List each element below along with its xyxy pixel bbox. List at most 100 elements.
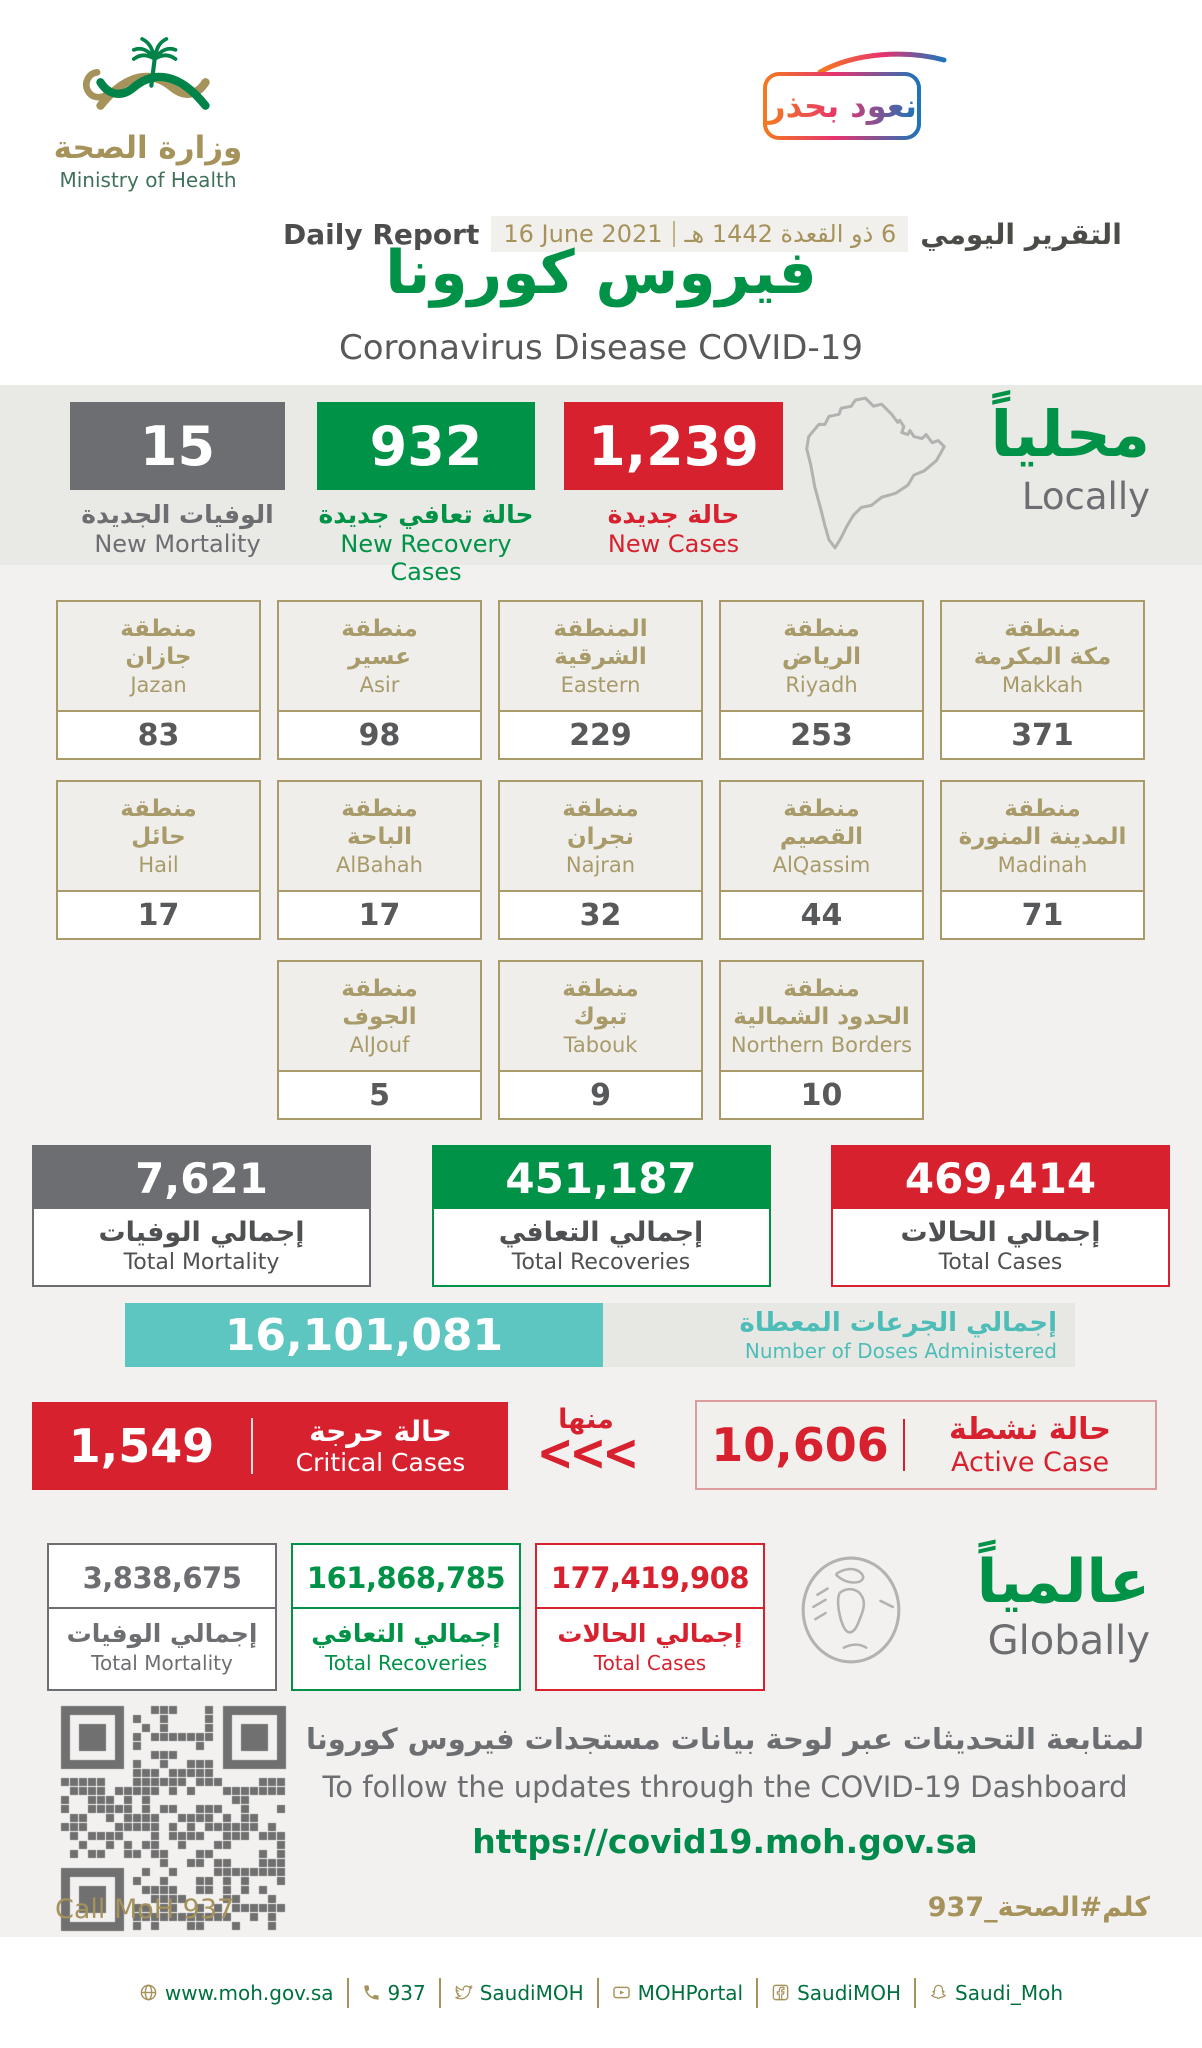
divider (537, 1607, 763, 1609)
new-recoveries-value: 932 (317, 402, 535, 490)
call-moh-label-en: Call MoH 937 (55, 1894, 235, 1925)
ministry-name-english: Ministry of Health (59, 168, 237, 192)
separator (438, 1977, 441, 2008)
global-mortality-box: 3,838,675 إجمالي الوفيات Total Mortality (47, 1543, 277, 1691)
divider (903, 1419, 906, 1471)
footer-link-phone[interactable]: 937 (362, 1981, 426, 2005)
twitter-icon (454, 1984, 473, 2000)
daily-report-label-ar: التقرير اليومي (920, 217, 1122, 251)
critical-cases-label-ar: حالة حرجة (309, 1415, 452, 1448)
active-cases-label-ar: حالة نشطة (949, 1412, 1112, 1447)
page-title-english: Coronavirus Disease COVID-19 (338, 328, 863, 368)
region-value: 32 (500, 892, 701, 938)
region-ar-line1: منطقة (120, 795, 197, 822)
separator (914, 1977, 917, 2008)
new-cases-stat: 1,239 حالة جديدة New Cases (564, 402, 783, 558)
new-recoveries-label-en: New Recovery Cases (340, 530, 512, 586)
globally-heading: عالمياً Globally (977, 1546, 1150, 1664)
region-ar-line1: منطقة (120, 615, 197, 642)
region-ar-line1: منطقة (341, 615, 418, 642)
region-ar-line2: الجوف (342, 1004, 417, 1030)
active-cases-box: 10,606 حالة نشطة Active Case (695, 1400, 1157, 1490)
region-value: 98 (279, 712, 480, 758)
badge-text: نعود بحذر (767, 87, 917, 125)
footer-link-label: 937 (387, 1980, 426, 2005)
region-card-madinah: منطقة المدينة المنورة Madinah 71 (940, 780, 1145, 940)
total-cases-box: 469,414 إجمالي الحالات Total Cases (831, 1145, 1170, 1287)
region-en: Hail (138, 853, 179, 878)
footer-link-twitter[interactable]: SaudiMOH (454, 1981, 584, 2005)
locally-heading-en: Locally (1021, 474, 1150, 518)
region-en: Makkah (1001, 673, 1084, 698)
footer-link-website[interactable]: www.moh.gov.sa (139, 1981, 334, 2005)
new-cases-label-en: New Cases (607, 530, 740, 558)
region-card-eastern: المنطقة الشرقية Eastern 229 (498, 600, 703, 760)
footer-link-youtube[interactable]: MOHPortal (612, 1981, 743, 2005)
date-separator (672, 221, 675, 247)
global-mortality-label-en: Total Mortality (91, 1651, 233, 1675)
new-cases-label-ar: حالة جديدة (607, 500, 740, 529)
badge-swoosh-icon (817, 51, 947, 75)
total-cases-label-en: Total Cases (938, 1250, 1063, 1275)
region-ar-line1: منطقة (341, 795, 418, 822)
region-ar-line1: منطقة (1004, 615, 1081, 642)
total-cases-value: 469,414 (833, 1147, 1168, 1209)
dashboard-note-ar: لمتابعة التحديثات عبر لوحة بيانات مستجدا… (306, 1722, 1144, 1756)
globally-heading-ar: عالمياً (976, 1547, 1150, 1617)
footer-link-facebook[interactable]: SaudiMOH (771, 1981, 901, 2005)
region-card-riyadh: منطقة الرياض Riyadh 253 (719, 600, 924, 760)
facebook-icon (772, 1984, 789, 2001)
new-recoveries-label-ar: حالة تعافي جديدة (318, 500, 534, 529)
region-ar-line1: منطقة (341, 975, 418, 1002)
separator (756, 1977, 759, 2008)
region-value: 229 (500, 712, 701, 758)
total-recoveries-label-ar: إجمالي التعافي (498, 1217, 704, 1248)
doses-value: 16,101,081 (125, 1303, 603, 1367)
footer-bar: www.moh.gov.sa 937 SaudiMOH (0, 1937, 1202, 2048)
region-value: 9 (500, 1072, 701, 1118)
globe-icon (140, 1984, 157, 2001)
youtube-icon (612, 1986, 630, 1999)
hijri-date: 6 ذو القعدة 1442 هـ (684, 220, 897, 248)
report-title-line: Daily Report 16 June 2021 6 ذو القعدة 14… (283, 216, 1122, 252)
left-chevrons-icon: <<< (536, 1424, 640, 1483)
page-title-arabic: فيروس كورونا (385, 238, 817, 308)
region-ar-line2: الباحة (346, 824, 413, 850)
footer-link-snapchat[interactable]: Saudi_Moh (929, 1981, 1063, 2005)
region-value: 5 (279, 1072, 480, 1118)
moh-emblem-icon (82, 37, 210, 110)
region-card-jazan: منطقة جازان Jazan 83 (56, 600, 261, 760)
total-mortality-value: 7,621 (34, 1147, 369, 1209)
region-ar-line2: حائل (131, 824, 186, 850)
return-with-caution-badge: نعود بحذر (763, 72, 921, 140)
daily-report-label-en: Daily Report (283, 217, 480, 251)
badge-inner: نعود بحذر (767, 76, 917, 136)
divider (293, 1607, 519, 1609)
region-value: 253 (721, 712, 922, 758)
region-ar-line1: منطقة (1004, 795, 1081, 822)
footer-links: www.moh.gov.sa 937 SaudiMOH (139, 1977, 1063, 2008)
region-ar-line1: منطقة (562, 795, 639, 822)
region-card-northern-borders: منطقة الحدود الشمالية Northern Borders 10 (719, 960, 924, 1120)
report-date-box: 16 June 2021 6 ذو القعدة 1442 هـ (491, 216, 909, 252)
footer-link-label: www.moh.gov.sa (164, 1980, 334, 2005)
globe-icon (801, 1556, 901, 1664)
doses-label-en: Number of Doses Administered (744, 1338, 1057, 1363)
region-ar-line2: مكة المكرمة (973, 644, 1112, 670)
region-row-1: منطقة جازان Jazan 83 منطقة عسير Asir 98 المن… (56, 600, 1145, 760)
new-mortality-label-en: New Mortality (94, 530, 261, 558)
region-value: 10 (721, 1072, 922, 1118)
region-value: 44 (721, 892, 922, 938)
region-en: Madinah (997, 853, 1088, 878)
region-ar-line1: المنطقة (553, 615, 648, 642)
region-ar-line2: الشرقية (554, 644, 647, 670)
region-en: Riyadh (785, 673, 858, 698)
snapchat-icon (930, 1984, 947, 2000)
of-which-indicator: منها <<< (528, 1404, 644, 1483)
region-ar-line2: نجران (566, 824, 635, 850)
region-card-tabouk: منطقة تبوك Tabouk 9 (498, 960, 703, 1120)
region-en: AlJouf (349, 1033, 410, 1058)
region-card-makkah: منطقة مكة المكرمة Makkah 371 (940, 600, 1145, 760)
dashboard-url-link[interactable]: https://covid19.moh.gov.sa (472, 1822, 978, 1861)
